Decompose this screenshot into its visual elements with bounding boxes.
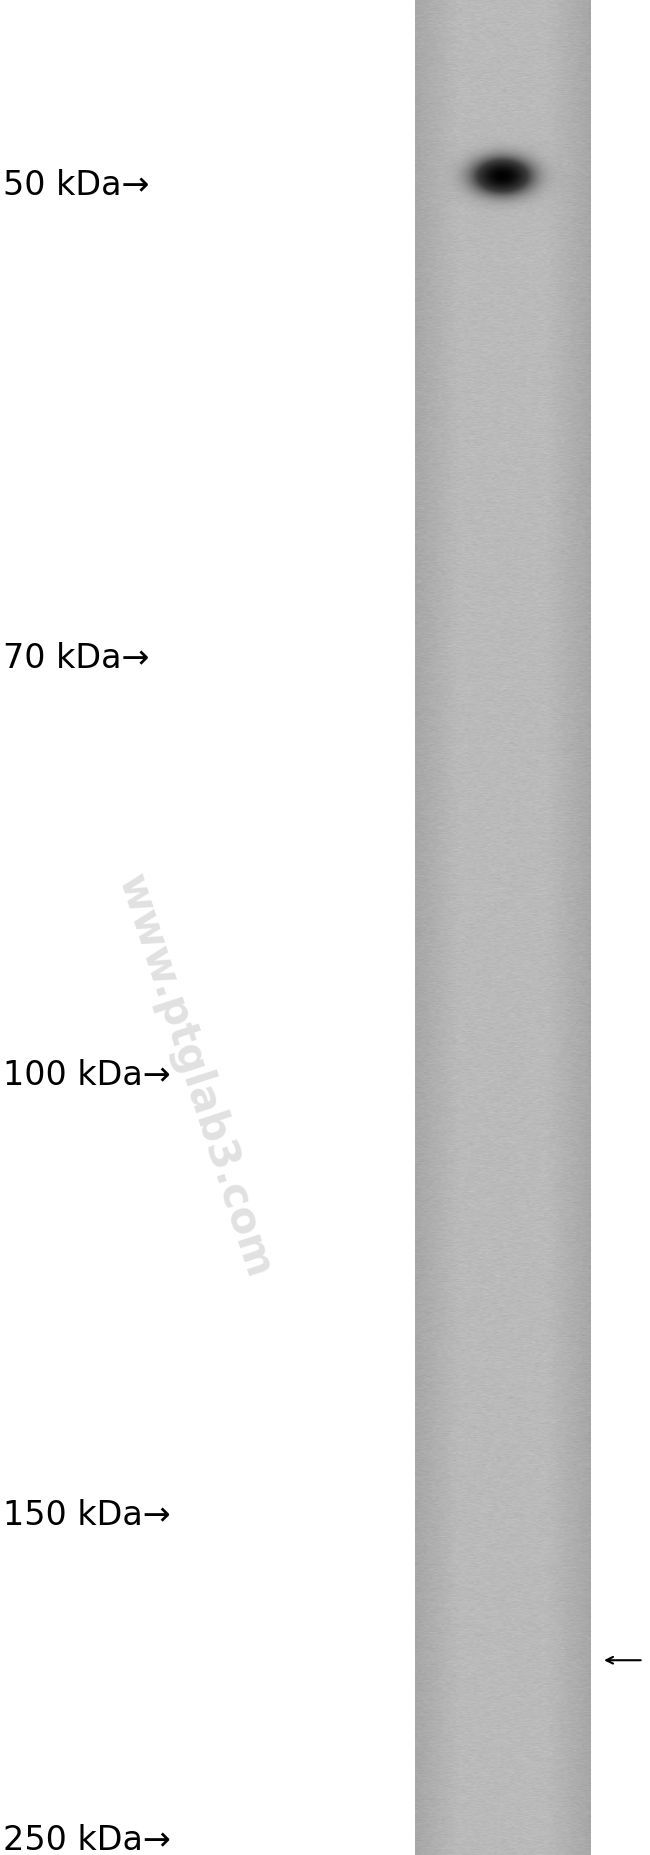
Text: www.ptglab3.com: www.ptglab3.com bbox=[110, 868, 280, 1284]
Text: 70 kDa→: 70 kDa→ bbox=[3, 642, 150, 675]
Text: 50 kDa→: 50 kDa→ bbox=[3, 169, 150, 202]
Text: 100 kDa→: 100 kDa→ bbox=[3, 1059, 171, 1093]
Text: 250 kDa→: 250 kDa→ bbox=[3, 1823, 171, 1855]
Text: 150 kDa→: 150 kDa→ bbox=[3, 1499, 171, 1532]
